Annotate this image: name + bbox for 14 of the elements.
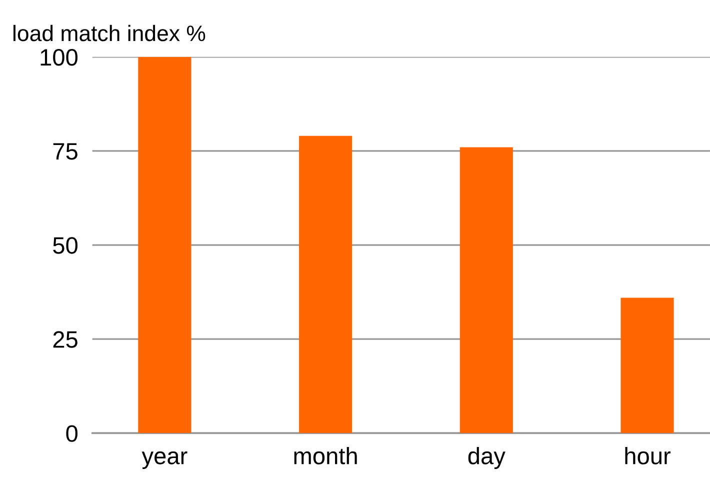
y-tick-label: 25	[53, 331, 78, 348]
y-tick-label: 50	[53, 237, 78, 254]
bar	[299, 136, 352, 434]
y-tick-label: 0	[66, 425, 78, 442]
bar	[460, 147, 513, 434]
x-tick-label: year	[142, 451, 188, 470]
x-tick-label: month	[294, 447, 357, 464]
y-tick-label: 75	[53, 143, 78, 160]
x-tick-label: hour	[625, 447, 671, 464]
x-tick-label: day	[468, 447, 506, 470]
y-axis-title: load match index %	[13, 24, 206, 42]
bar	[138, 56, 192, 434]
y-tick-label: 100	[40, 48, 78, 66]
bar	[620, 298, 674, 434]
